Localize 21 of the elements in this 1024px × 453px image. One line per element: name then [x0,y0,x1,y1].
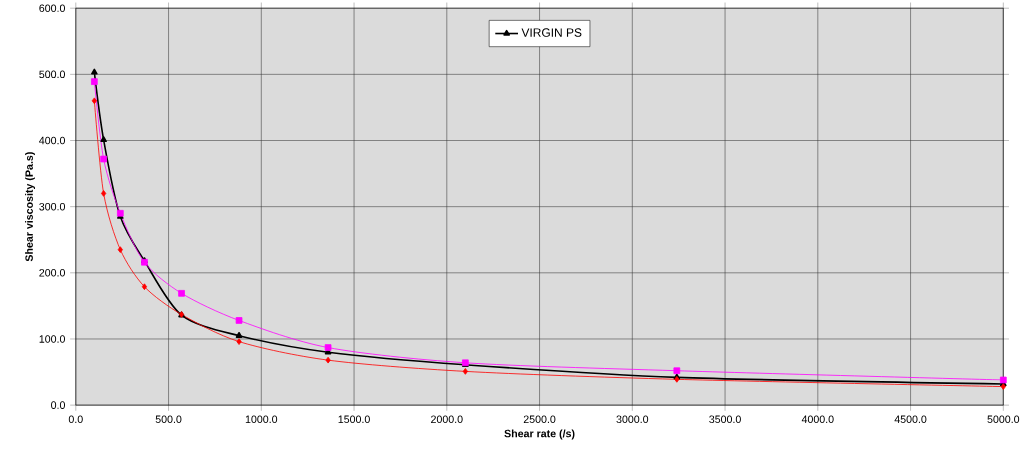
y-tick-label: 600.0 [39,4,66,12]
y-tick-label: 0.0 [51,401,66,409]
x-axis-title: Shear rate (/s) [504,429,575,440]
x-tick-label: 500.0 [155,415,182,424]
y-tick-label: 300.0 [39,202,66,211]
x-tick-label: 2000.0 [431,415,463,424]
x-tick-label: 4000.0 [801,415,834,424]
x-tick-label: 1000.0 [245,415,278,424]
x-tick-label: 3500.0 [709,415,741,424]
x-tick-label: 2500.0 [523,415,556,424]
y-tick-label: 200.0 [39,269,66,277]
y-axis-title: Shear viscosity (Pa.s) [25,152,35,262]
legend-label: VIRGIN PS [521,28,582,37]
x-tick-label: 1500.0 [338,415,370,424]
y-tick-label: 400.0 [39,136,66,145]
y-tick-label: 500.0 [39,70,66,79]
x-tick-label: 3000.0 [616,415,649,424]
y-tick-label: 100.0 [39,335,66,343]
x-tick-label: 5000.0 [987,415,1020,424]
x-tick-label: 0.0 [68,415,83,424]
x-tick-label: 4500.0 [894,415,927,424]
